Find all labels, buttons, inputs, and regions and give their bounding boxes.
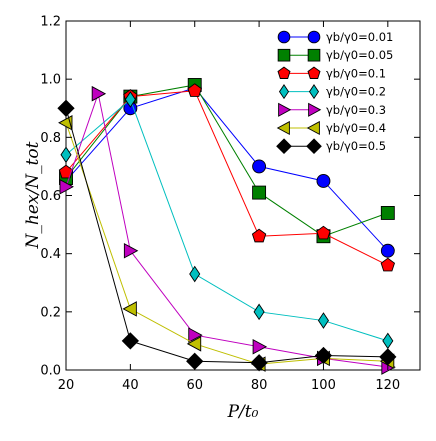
legend-marker-left <box>278 84 290 100</box>
x-tick-label: 60 <box>186 378 203 393</box>
x-tick-label: 40 <box>122 378 139 393</box>
y-axis-label: N_hex/N_tot <box>23 141 43 249</box>
legend-label: γb/γ0=0.05 <box>326 48 393 62</box>
legend-item: γb/γ0=0.3 <box>278 102 386 117</box>
series-line <box>65 122 388 365</box>
x-tick-label: 20 <box>58 378 75 393</box>
data-point <box>317 312 329 329</box>
legend-item: γb/γ0=0.1 <box>277 66 386 80</box>
y-tick-label: 0.6 <box>40 189 61 204</box>
legend-item: γb/γ0=0.2 <box>278 84 386 100</box>
legend-marker-left <box>277 66 291 79</box>
data-point <box>121 332 140 350</box>
series-line <box>65 87 389 252</box>
legend-label: γb/γ0=0.3 <box>326 103 386 117</box>
data-point <box>124 91 136 108</box>
legend-item: γb/γ0=0.01 <box>277 30 393 44</box>
data-point <box>253 303 265 321</box>
x-tick-label: 80 <box>251 378 268 393</box>
x-tick-label: 100 <box>311 378 336 393</box>
data-point <box>252 185 267 200</box>
data-point <box>380 205 395 220</box>
legend-marker-left <box>276 120 290 136</box>
data-point <box>123 243 139 259</box>
data-point <box>251 228 267 243</box>
series-layer <box>57 78 397 375</box>
y-tick-label: 1.0 <box>40 73 61 88</box>
y-tick-label: 0.2 <box>40 305 61 320</box>
legend-marker-left <box>277 48 291 62</box>
data-point <box>188 327 203 343</box>
data-point <box>252 338 268 355</box>
legend-label: γb/γ0=0.5 <box>326 139 386 153</box>
legend-label: γb/γ0=0.4 <box>326 121 386 135</box>
data-point <box>380 257 396 272</box>
series <box>57 99 397 372</box>
series <box>60 91 394 350</box>
y-tick-label: 0.4 <box>40 247 61 262</box>
legend-label: γb/γ0=0.1 <box>326 66 386 80</box>
data-point <box>316 225 331 240</box>
legend: γb/γ0=0.01 γb/γ0=0.05 γb/γ0=0.1 γb/γ0=0.2 γb… <box>276 30 393 155</box>
data-point <box>60 146 72 164</box>
legend-marker-right <box>308 102 322 117</box>
series-line <box>65 98 388 342</box>
legend-marker-right <box>308 84 320 100</box>
data-point <box>59 179 74 195</box>
data-point <box>189 265 201 283</box>
plot-area <box>65 20 421 371</box>
x-tick-label: 120 <box>375 378 400 393</box>
data-point <box>122 301 137 317</box>
data-point <box>186 336 202 352</box>
y-tick-label: 0.8 <box>40 131 61 146</box>
legend-marker-right <box>307 30 321 44</box>
legend-marker-right <box>306 138 322 155</box>
tick-layer: 20 40 60 80 100 120 0.0 0.2 0.4 0.6 0.8 1.0 1.2 <box>40 15 420 393</box>
x-axis-label: P/t₀ <box>227 402 259 422</box>
data-point <box>314 346 333 365</box>
legend-item: γb/γ0=0.5 <box>276 138 386 155</box>
data-point <box>252 159 267 174</box>
series-line <box>65 108 388 364</box>
legend-marker-right <box>307 48 321 62</box>
data-point <box>57 99 75 117</box>
data-point <box>316 174 331 188</box>
legend-marker-right <box>307 66 321 79</box>
legend-marker-left <box>278 102 292 117</box>
legend-item: γb/γ0=0.4 <box>276 120 386 136</box>
data-point <box>250 354 268 372</box>
legend-marker-right <box>306 120 320 136</box>
series-line <box>65 84 388 237</box>
legend-label: γb/γ0=0.01 <box>326 30 393 44</box>
legend-marker-left <box>276 138 292 155</box>
y-tick-label: 1.2 <box>40 15 61 30</box>
legend-item: γb/γ0=0.05 <box>277 48 393 62</box>
data-point <box>187 83 202 97</box>
data-point <box>91 85 107 102</box>
legend-marker-left <box>277 30 291 44</box>
data-point <box>380 243 395 258</box>
legend-label: γb/γ0=0.2 <box>326 85 386 99</box>
y-tick-label: 0.0 <box>40 364 61 379</box>
